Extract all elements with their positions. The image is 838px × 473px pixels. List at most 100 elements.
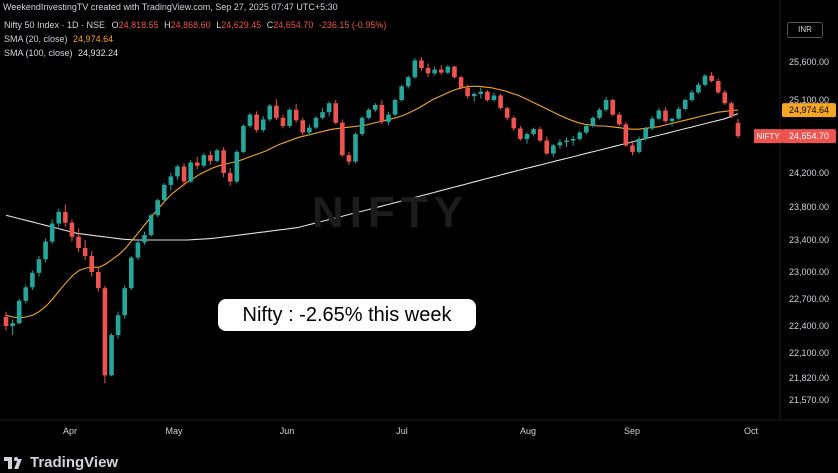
candle-body [16,300,22,324]
tradingview-logo-icon [4,457,24,470]
y-tick-label: 23,400.00 [789,235,829,245]
candle-body [227,173,233,182]
candle-body [511,117,517,129]
candle-body [366,109,372,118]
last-price-tag [782,129,836,144]
candle-body [425,68,431,74]
y-tick-label: 23,000.00 [789,267,829,277]
tradingview-logo[interactable]: TradingView [4,454,118,471]
tradingview-brand: TradingView [30,454,119,471]
candle-body [96,272,101,289]
candle-body [359,117,365,135]
candle-body [168,176,174,185]
open-label: O [111,20,119,30]
candle-body [590,117,596,126]
candle-body [320,112,325,118]
candle-body [636,138,642,152]
candle-body [63,211,68,223]
candle-body [518,128,523,139]
candle-body [412,60,418,78]
y-tick-label: 25,600.00 [789,57,829,67]
candle-body [148,215,154,236]
y-tick-label: 21,820.00 [789,373,829,383]
candle-body [214,150,220,161]
candle-body [577,132,583,139]
candle-body [128,257,134,289]
x-tick-label: Jul [396,426,408,436]
candle-body [544,140,550,154]
candle-body [208,155,213,161]
candle-body [392,100,398,115]
candle-body [161,184,167,201]
candle-body [326,103,332,113]
candle-body [89,256,95,272]
candle-body [491,95,497,100]
x-tick-label: Sep [624,426,640,436]
symbol-label: Nifty 50 Index · 1D · NSE [4,20,106,30]
candle-body [142,235,147,243]
candle-body [82,248,88,256]
candle-body [399,86,404,100]
candle-body [663,110,668,122]
y-tick-label: 21,570.00 [789,395,829,405]
candle-body [445,66,451,73]
candle-body [557,142,563,146]
candle-body [669,118,675,122]
candle-body [69,222,75,237]
y-tick-label: 25,100.00 [789,95,829,105]
symbol-watermark: NIFTY [312,188,470,237]
candle-body [649,118,655,129]
candle-body [405,77,411,87]
candle-body [715,81,721,93]
candle-body [729,103,734,117]
currency-button[interactable]: INR [787,22,823,38]
candle-body [696,84,701,93]
candle-body [280,117,286,126]
candle-body [181,166,187,182]
candle-body [260,119,266,131]
candle-body [221,150,226,173]
candle-body [23,287,29,301]
x-tick-label: Apr [63,426,77,436]
chart-credit: WeekendInvestingTV created with TradingV… [3,2,338,12]
candle-body [656,110,662,119]
candle-body [30,272,35,288]
close-value: 24,654.70 [273,20,314,30]
candle-body [702,75,708,85]
candle-body [643,128,648,139]
candle-body [458,77,464,88]
candle-body [452,66,457,78]
candle-body [333,103,339,123]
candle-body [293,109,299,121]
sma100-value: 24,932.24 [78,48,119,58]
candle-body [419,60,424,69]
candle-body [504,108,510,118]
candle-body [676,108,681,119]
x-tick-label: Jun [280,426,295,436]
sma100-line [5,113,739,241]
candle-body [353,134,358,162]
candle-body [109,335,114,376]
candle-body [307,127,312,133]
candle-body [386,114,391,122]
candle-body [551,145,556,154]
y-tick-label: 22,400.00 [789,321,829,331]
candle-body [603,100,609,110]
y-tick-label: 24,200.00 [789,168,829,178]
candle-body [43,241,48,260]
candle-body [432,69,437,74]
sma20-axis-tag [782,103,836,118]
candle-body [234,151,240,182]
change-value: -236.15 (-0.95%) [318,20,387,30]
candle-body [471,93,477,97]
sma100-legend[interactable]: SMA (100, close) 24,932.24 [4,48,118,58]
candle-body [584,125,589,133]
sma20-legend[interactable]: SMA (20, close) 24,974.64 [4,34,113,44]
candle-body [287,109,292,126]
candle-body [201,155,207,166]
candle-body [36,259,42,273]
candle-body [597,109,602,118]
candle-body [300,120,306,133]
candle-body [76,236,81,248]
